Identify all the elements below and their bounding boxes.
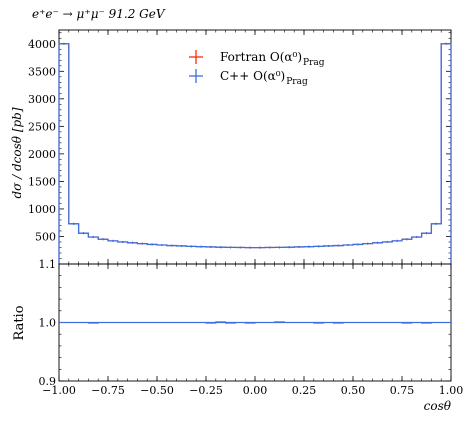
x-tick-label: 0.25 xyxy=(292,384,317,397)
ratio-y-tick-label: 0.9 xyxy=(39,375,57,388)
y-tick-label: 2000 xyxy=(28,148,56,161)
ratio-y-axis-label: Ratio xyxy=(12,305,27,340)
y-tick-label: 2500 xyxy=(28,120,56,133)
ratio-series-layer xyxy=(59,321,451,324)
ratio-plot-area: 0.9 1.0 1.1 −1.00 −0.75 −0.50 −0.25 0.00 0.25 0.5… xyxy=(39,258,464,397)
x-tick-label: 0.75 xyxy=(390,384,415,397)
series-step-line-1 xyxy=(58,43,452,264)
legend-label-subscript: Prag xyxy=(303,58,325,68)
legend-label: C++ O(α⁰) xyxy=(220,69,285,83)
x-tick-label: −0.25 xyxy=(189,384,223,397)
y-tick-label: 1500 xyxy=(28,175,56,188)
main-plot-area: 500 1000 1500 2000 2500 3000 3500 4000 xyxy=(28,29,452,265)
legend-label-subscript: Prag xyxy=(286,77,308,87)
y-tick-label: 3500 xyxy=(28,65,56,78)
y-tick-label: 4000 xyxy=(28,38,56,51)
main-plot-frame xyxy=(58,29,452,265)
chart-title: e⁺e⁻ → μ⁺μ⁻ 91.2 GeV xyxy=(32,7,166,21)
y-axis-label: dσ / dcosθ [pb] xyxy=(10,107,24,198)
x-tick-label: 1.00 xyxy=(439,384,464,397)
ratio-y-tick-label: 1.0 xyxy=(39,317,57,330)
x-tick-label: −0.50 xyxy=(140,384,174,397)
y-tick-label: 1000 xyxy=(28,203,56,216)
x-tick-label: −1.00 xyxy=(42,384,76,397)
x-axis-label: cosθ xyxy=(424,399,452,413)
x-tick-label: 0.50 xyxy=(341,384,366,397)
main-series-layer xyxy=(58,42,452,264)
y-tick-label: 500 xyxy=(35,230,56,243)
ratio-y-tick-label: 1.1 xyxy=(39,258,57,271)
legend-label: Fortran O(α⁰) xyxy=(220,50,302,64)
x-tick-label: 0.00 xyxy=(243,384,268,397)
x-tick-label: −0.75 xyxy=(91,384,125,397)
y-tick-label: 3000 xyxy=(28,93,56,106)
